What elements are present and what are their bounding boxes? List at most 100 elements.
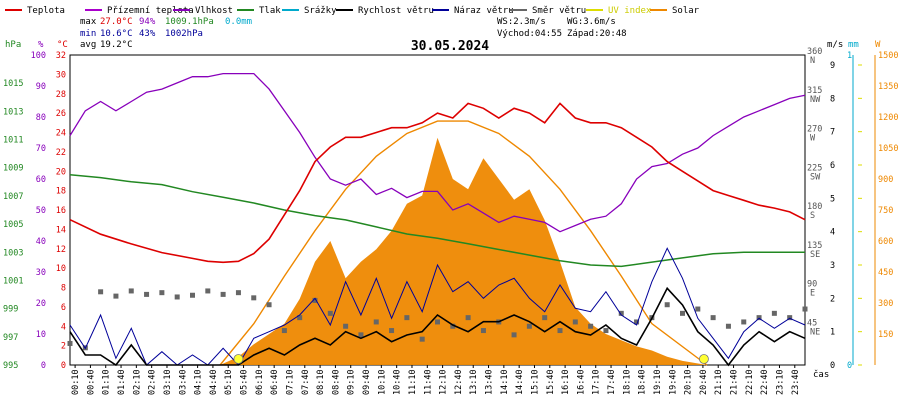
- point-wind-direction: [266, 302, 272, 308]
- point-wind-direction: [419, 336, 425, 342]
- tick-x: 07:10: [285, 369, 295, 395]
- tick-dir-name: NW: [810, 95, 821, 105]
- tick-degc: 32: [56, 51, 66, 61]
- tick-degc: 6: [61, 303, 66, 313]
- stat-avg-temp: 19.2°C: [100, 40, 133, 50]
- axis-unit-hpa: hPa: [5, 40, 21, 50]
- stat-max-press: 1009.1hPa: [165, 17, 214, 27]
- tick-x: 03:40: [178, 369, 188, 395]
- marker-uv: [233, 354, 244, 364]
- tick-ms: 9: [830, 61, 835, 71]
- legend-label: Tlak: [259, 6, 281, 16]
- stat-max-temp: 27.0°C: [100, 17, 133, 27]
- legend-label: Teplota: [27, 6, 65, 16]
- x-axis-label: čas: [813, 369, 829, 380]
- tick-x: 06:40: [270, 369, 280, 395]
- tick-x: 01:40: [117, 369, 127, 395]
- tick-x: 23:10: [775, 369, 785, 395]
- tick-ms: 7: [830, 128, 835, 138]
- tick-x: 06:10: [255, 369, 265, 395]
- tick-x: 16:10: [561, 369, 571, 395]
- series-solar: [70, 137, 805, 365]
- stat-min-hum: 43%: [139, 29, 156, 39]
- tick-degc: 20: [56, 167, 66, 177]
- legend-label: Srážky: [304, 6, 337, 16]
- tick-x: 19:10: [653, 369, 663, 395]
- point-wind-direction: [664, 302, 670, 308]
- tick-degc: 12: [56, 245, 66, 255]
- legend-label: Vlhkost: [195, 6, 233, 16]
- axis-unit-degc: °C: [57, 40, 68, 50]
- tick-pct: 90: [36, 82, 46, 92]
- tick-degc: 8: [61, 284, 66, 294]
- tick-x: 21:40: [730, 369, 740, 395]
- tick-x: 11:40: [423, 369, 433, 395]
- tick-x: 08:10: [316, 369, 326, 395]
- legend-label: Rychlost větru: [358, 6, 434, 16]
- series-wind-gust: [69, 247, 806, 366]
- tick-x: 05:10: [224, 369, 234, 395]
- tick-hpa: 1011: [3, 136, 23, 146]
- tick-x: 22:40: [760, 369, 770, 395]
- axis-unit-ms: m/s: [827, 40, 843, 50]
- tick-pct: 10: [36, 330, 46, 340]
- series-wind-speed: [69, 286, 806, 367]
- axis-unit-pct: %: [38, 40, 44, 50]
- stat-sunrise: Východ:04:55: [497, 29, 562, 39]
- stat-max-hum: 94%: [139, 17, 156, 27]
- tick-dir-name: S: [810, 211, 815, 221]
- tick-x: 11:10: [408, 369, 418, 395]
- point-wind-direction: [128, 288, 134, 294]
- point-wind-direction: [67, 340, 73, 346]
- point-wind-direction: [526, 323, 532, 329]
- chart-title: 30.05.2024: [411, 39, 489, 54]
- point-wind-direction: [327, 310, 333, 316]
- tick-w: 900: [878, 175, 893, 185]
- point-wind-direction: [358, 332, 364, 338]
- tick-x: 12:10: [439, 369, 449, 395]
- tick-x: 20:40: [699, 369, 709, 395]
- tick-x: 04:40: [209, 369, 219, 395]
- stat-min-press: 1002hPa: [165, 29, 203, 39]
- tick-degc: 14: [56, 225, 66, 235]
- point-wind-direction: [389, 328, 395, 334]
- tick-degc: 16: [56, 206, 66, 216]
- tick-x: 10:10: [377, 369, 387, 395]
- tick-dir-name: E: [810, 289, 815, 299]
- point-wind-direction: [741, 319, 747, 325]
- tick-degc: 2: [61, 342, 66, 352]
- point-wind-direction: [220, 291, 226, 297]
- tick-hpa: 995: [3, 361, 18, 371]
- tick-dir-deg: 315: [807, 86, 822, 96]
- tick-x: 09:10: [347, 369, 357, 395]
- tick-mm: 0: [847, 361, 852, 371]
- tick-pct: 60: [36, 175, 46, 185]
- tick-pct: 30: [36, 268, 46, 278]
- tick-hpa: 1009: [3, 164, 23, 174]
- tick-w: 1050: [878, 144, 898, 154]
- tick-w: 150: [878, 330, 893, 340]
- tick-dir-deg: 225: [807, 163, 822, 173]
- tick-x: 04:10: [194, 369, 204, 395]
- point-wind-direction: [603, 328, 609, 334]
- tick-hpa: 999: [3, 305, 18, 315]
- tick-hpa: 1005: [3, 220, 23, 230]
- tick-x: 10:40: [393, 369, 403, 395]
- marker-uv: [699, 354, 709, 364]
- point-wind-direction: [771, 310, 777, 316]
- tick-x: 00:10: [71, 369, 81, 395]
- axis-unit-w: W: [875, 40, 881, 50]
- point-wind-direction: [680, 310, 685, 316]
- point-wind-direction: [159, 290, 165, 296]
- tick-x: 13:40: [485, 369, 495, 395]
- point-wind-direction: [588, 323, 594, 329]
- point-wind-direction: [312, 297, 318, 303]
- point-wind-direction: [404, 315, 410, 321]
- tick-dir-deg: 135: [807, 241, 822, 251]
- tick-ms: 1: [830, 328, 835, 338]
- tick-x: 00:40: [86, 369, 96, 395]
- tick-hpa: 1001: [3, 276, 23, 286]
- tick-degc: 22: [56, 148, 66, 158]
- point-wind-direction: [634, 319, 640, 325]
